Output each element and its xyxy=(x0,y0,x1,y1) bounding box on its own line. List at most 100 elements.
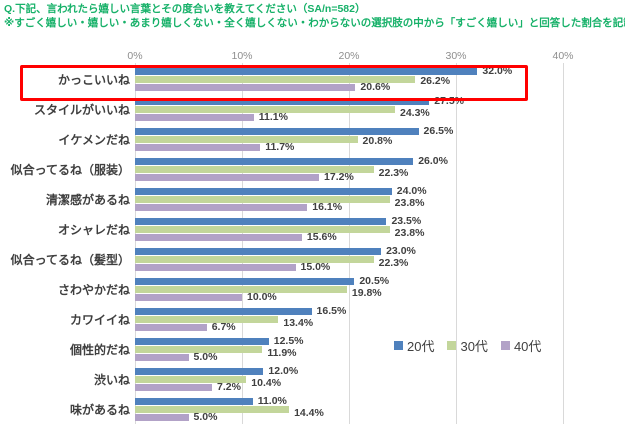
value-label-30代-7: 19.8% xyxy=(351,287,382,299)
value-label-20代-6: 23.0% xyxy=(386,245,416,257)
category-label: カワイイね xyxy=(69,313,130,327)
legend-item-20s: 20代 xyxy=(394,336,434,355)
value-label-30代-1: 24.3% xyxy=(400,107,430,119)
bar-30代-7 xyxy=(135,285,347,293)
bar-40代-3 xyxy=(135,173,320,181)
value-label-20代-8: 16.5% xyxy=(316,305,347,317)
highlight-box xyxy=(20,64,528,101)
legend-swatch-40s xyxy=(500,341,510,350)
value-label-30代-11: 14.4% xyxy=(294,407,324,419)
value-label-40代-2: 11.7% xyxy=(265,141,295,153)
category-label: 清潔感があるね xyxy=(45,193,130,207)
value-label-20代-7: 20.5% xyxy=(359,275,390,287)
value-label-30代-3: 22.3% xyxy=(378,167,409,179)
axis-tick-label: 40% xyxy=(552,50,574,62)
bar-30代-3 xyxy=(135,165,374,173)
bar-30代-11 xyxy=(135,405,290,413)
question-text: Q.下記、言われたら嬉しい言葉とその度合いを教えてください（SA/n=582） xyxy=(4,3,366,15)
bar-40代-1 xyxy=(135,113,254,121)
category-label: 似合ってるね（服装） xyxy=(10,163,130,177)
value-label-30代-9: 11.9% xyxy=(267,347,297,359)
bar-20代-8 xyxy=(135,307,312,315)
category-label: さわやかだね xyxy=(57,283,130,297)
bar-30代-2 xyxy=(135,135,358,143)
value-label-40代-4: 16.1% xyxy=(312,201,343,213)
bar-40代-2 xyxy=(135,143,261,151)
value-label-40代-0: 20.6% xyxy=(360,81,391,93)
legend-item-40s: 40代 xyxy=(500,336,542,355)
value-label-30代-4: 23.8% xyxy=(394,197,425,209)
bar-20代-5 xyxy=(135,217,387,225)
value-label-20代-0: 32.0% xyxy=(482,65,513,77)
chart-legend: 20代 30代 40代 xyxy=(394,336,541,355)
bar-30代-8 xyxy=(135,315,279,323)
legend-label-30s: 30代 xyxy=(460,339,488,354)
note-text: ※すごく嬉しい・嬉しい・あまり嬉しくない・全く嬉しくない・わからないの選択肢の中… xyxy=(4,17,625,29)
value-label-20代-10: 12.0% xyxy=(268,365,299,377)
value-label-40代-3: 17.2% xyxy=(324,171,354,183)
value-label-40代-8: 6.7% xyxy=(211,321,236,333)
axis-tick-label: 10% xyxy=(231,50,253,62)
value-label-40代-9: 5.0% xyxy=(193,351,218,363)
bar-30代-6 xyxy=(135,255,374,263)
chart-header: Q.下記、言われたら嬉しい言葉とその度合いを教えてください（SA/n=582） … xyxy=(4,2,625,30)
bar-20代-0 xyxy=(135,67,478,75)
value-label-20代-11: 11.0% xyxy=(257,395,287,407)
bar-20代-7 xyxy=(135,277,355,285)
bar-20代-6 xyxy=(135,247,382,255)
bar-40代-8 xyxy=(135,323,207,331)
value-label-40代-6: 15.0% xyxy=(300,261,331,273)
bar-20代-1 xyxy=(135,97,430,105)
legend-swatch-30s xyxy=(447,341,457,350)
bar-20代-4 xyxy=(135,187,392,195)
value-label-20代-4: 24.0% xyxy=(396,185,427,197)
bar-40代-6 xyxy=(135,263,296,271)
gridline xyxy=(456,63,457,424)
bar-40代-11 xyxy=(135,413,189,421)
gridline xyxy=(563,63,564,424)
legend-swatch-20s xyxy=(394,341,403,350)
bar-30代-1 xyxy=(135,105,395,113)
axis-tick-label: 30% xyxy=(445,50,467,62)
bar-20代-11 xyxy=(135,397,253,405)
value-label-30代-2: 20.8% xyxy=(362,135,393,147)
bar-40代-0 xyxy=(135,83,356,91)
category-label: かっこいいね xyxy=(57,73,130,87)
bar-40代-7 xyxy=(135,293,242,301)
axis-tick-label: 20% xyxy=(338,50,360,62)
bar-30代-4 xyxy=(135,195,390,203)
value-label-40代-11: 5.0% xyxy=(193,411,218,423)
value-label-20代-3: 26.0% xyxy=(418,155,448,167)
bar-20代-3 xyxy=(135,157,414,165)
bar-40代-4 xyxy=(135,203,308,211)
value-label-30代-6: 22.3% xyxy=(378,257,409,269)
bar-40代-5 xyxy=(135,233,302,241)
value-label-20代-2: 26.5% xyxy=(423,125,454,137)
bar-20代-9 xyxy=(135,337,269,345)
value-label-40代-7: 10.0% xyxy=(247,291,277,303)
gridline xyxy=(242,63,243,424)
legend-item-30s: 30代 xyxy=(447,336,488,355)
legend-label-40s: 40代 xyxy=(513,339,542,354)
value-label-40代-5: 15.6% xyxy=(306,231,337,243)
gridline xyxy=(349,63,350,424)
value-label-40代-1: 11.1% xyxy=(258,111,288,123)
value-label-30代-10: 10.4% xyxy=(251,377,282,389)
value-label-30代-8: 13.4% xyxy=(283,317,314,329)
category-label: 個性的だね xyxy=(69,343,130,357)
category-label: 味があるね xyxy=(69,403,130,417)
axis-tick-label: 0% xyxy=(127,50,143,62)
value-label-40代-10: 7.2% xyxy=(217,381,241,393)
bar-30代-9 xyxy=(135,345,263,353)
value-label-30代-5: 23.8% xyxy=(394,227,425,239)
category-label: オシャレだね xyxy=(57,223,130,237)
bar-20代-2 xyxy=(135,127,419,135)
category-label: スタイルがいいね xyxy=(33,103,130,117)
bar-40代-10 xyxy=(135,383,213,391)
value-label-30代-0: 26.2% xyxy=(420,75,451,87)
bar-30代-5 xyxy=(135,225,390,233)
category-label: イケメンだね xyxy=(58,133,130,147)
category-label: 渋いね xyxy=(93,373,130,387)
